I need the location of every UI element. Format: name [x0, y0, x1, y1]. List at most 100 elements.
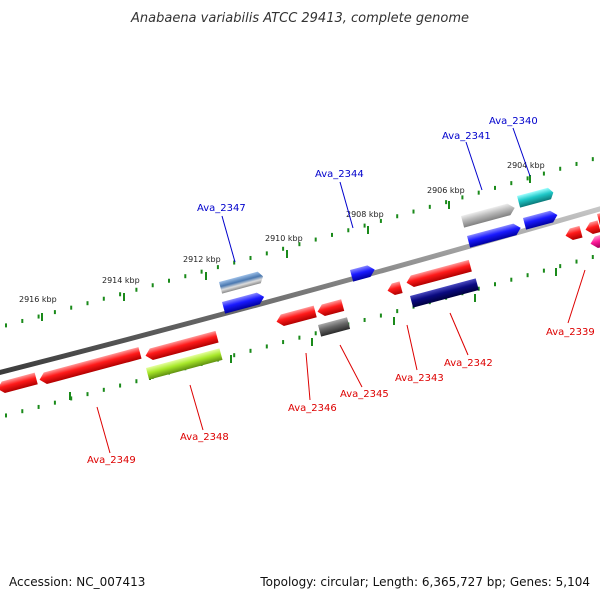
- minor-tick: [379, 218, 382, 223]
- minor-tick: [37, 404, 40, 409]
- gene-label-ava-2347[interactable]: Ava_2347: [197, 203, 246, 214]
- minor-tick: [53, 310, 56, 315]
- minor-tick: [477, 286, 480, 291]
- gene-arrow-ava-2344[interactable]: [350, 264, 376, 282]
- minor-tick: [494, 282, 496, 287]
- leader-line: [96, 406, 111, 454]
- plus-strand-genes: [219, 187, 559, 314]
- leader-line: [406, 324, 418, 371]
- leader-line: [189, 384, 204, 431]
- leader-line: [567, 269, 586, 324]
- leader-line: [465, 141, 483, 191]
- minor-tick: [379, 313, 382, 318]
- minor-tick: [559, 264, 562, 269]
- gene-arrow-pink[interactable]: [589, 233, 600, 250]
- map-title: Anabaena variabilis ATCC 29413, complete…: [130, 11, 469, 26]
- gene-arrow-ava-2342[interactable]: [410, 278, 479, 308]
- minor-tick: [510, 277, 513, 282]
- gene-arrow-ava-2346b[interactable]: [316, 299, 345, 317]
- tick-label: 2908 kbp: [346, 210, 384, 219]
- gene-label-ava-2342[interactable]: Ava_2342: [444, 358, 493, 369]
- minor-tick: [575, 161, 578, 166]
- minor-tick: [282, 340, 285, 345]
- minor-tick: [135, 379, 138, 384]
- gene-arrow-ava-2345[interactable]: [318, 317, 351, 337]
- gene-label-ava-2348[interactable]: Ava_2348: [180, 432, 229, 443]
- minor-tick: [298, 335, 301, 340]
- gene-label-ava-2343[interactable]: Ava_2343: [395, 373, 444, 384]
- gene-arrow-ava-2340[interactable]: [517, 187, 555, 208]
- minor-tick: [591, 255, 594, 260]
- gene-label-ava-2349[interactable]: Ava_2349: [87, 455, 136, 466]
- gene-arrow-ava-2340b[interactable]: [523, 209, 559, 230]
- gene-arrow-ava-2348[interactable]: [144, 330, 219, 362]
- gene-labels: Ava_2347 Ava_2344 Ava_2341 Ava_2340 Ava_…: [87, 116, 595, 466]
- gene-arrow-ava-2343b[interactable]: [405, 259, 472, 289]
- minor-tick: [314, 237, 317, 242]
- minor-tick: [445, 200, 448, 205]
- gene-arrow-ava-2349[interactable]: [38, 347, 142, 386]
- minor-tick: [249, 255, 252, 260]
- minor-tick: [526, 176, 529, 181]
- tick-label: 2910 kbp: [265, 234, 303, 243]
- gene-label-ava-2345[interactable]: Ava_2345: [340, 389, 389, 400]
- inner-tick-ring: [5, 255, 594, 418]
- gene-arrow-ava-2339[interactable]: [564, 225, 583, 242]
- minor-tick: [428, 204, 431, 209]
- minor-tick: [5, 323, 7, 328]
- genome-backbone: [0, 206, 600, 376]
- minor-tick: [494, 185, 496, 190]
- minor-tick: [461, 195, 464, 200]
- gene-arrow-ava-2347b[interactable]: [222, 291, 266, 314]
- minor-tick: [5, 413, 7, 418]
- leader-line: [339, 344, 363, 388]
- leader-line: [512, 127, 531, 177]
- gene-label-ava-2339[interactable]: Ava_2339: [546, 327, 595, 338]
- minor-tick: [265, 344, 268, 349]
- minor-tick: [477, 190, 480, 195]
- leader-line: [305, 352, 311, 401]
- leader-line: [449, 312, 469, 356]
- gene-arrow-ava-2339b[interactable]: [584, 220, 600, 235]
- gene-arrow-ava-2346[interactable]: [275, 305, 317, 328]
- minor-tick: [184, 274, 187, 279]
- minor-tick: [331, 232, 333, 237]
- gene-arrow-ava-2341b[interactable]: [467, 222, 522, 248]
- label-leaders: [96, 127, 586, 454]
- tick-label: 2916 kbp: [19, 295, 57, 304]
- minor-tick: [363, 223, 366, 228]
- minor-tick: [559, 166, 562, 171]
- leader-line: [221, 215, 236, 263]
- gene-arrow-ava-2341[interactable]: [461, 202, 516, 228]
- gene-label-ava-2346[interactable]: Ava_2346: [288, 403, 337, 414]
- gene-arrow-ava-2348b[interactable]: [146, 348, 223, 380]
- minor-tick: [526, 273, 529, 278]
- gene-label-ava-2340[interactable]: Ava_2340: [489, 116, 538, 127]
- minor-tick: [412, 209, 415, 214]
- minor-tick: [298, 242, 301, 247]
- minor-tick: [102, 387, 105, 392]
- minor-tick: [86, 301, 89, 306]
- minor-tick: [102, 296, 105, 301]
- minor-tick: [151, 283, 154, 288]
- gene-label-ava-2341[interactable]: Ava_2341: [442, 131, 491, 142]
- minor-tick: [347, 228, 350, 233]
- genome-summary-text: Topology: circular; Length: 6,365,727 bp…: [260, 575, 590, 589]
- minor-tick: [21, 409, 24, 414]
- gene-label-ava-2344[interactable]: Ava_2344: [315, 169, 364, 180]
- minor-tick: [86, 392, 89, 397]
- gene-arrow-ava-2349b[interactable]: [0, 372, 38, 395]
- gene-arrow-ava-2347[interactable]: [219, 271, 265, 294]
- minor-tick: [168, 278, 170, 283]
- gene-arrow-ava-2343[interactable]: [386, 281, 403, 296]
- minor-tick: [135, 287, 138, 292]
- minor-tick: [510, 181, 513, 186]
- outer-tick-ring: [5, 157, 594, 328]
- minor-tick: [396, 214, 399, 219]
- minor-tick: [37, 314, 40, 319]
- minor-tick: [249, 348, 252, 353]
- minor-tick: [265, 251, 268, 256]
- minor-tick: [53, 400, 56, 405]
- minor-tick: [314, 331, 317, 336]
